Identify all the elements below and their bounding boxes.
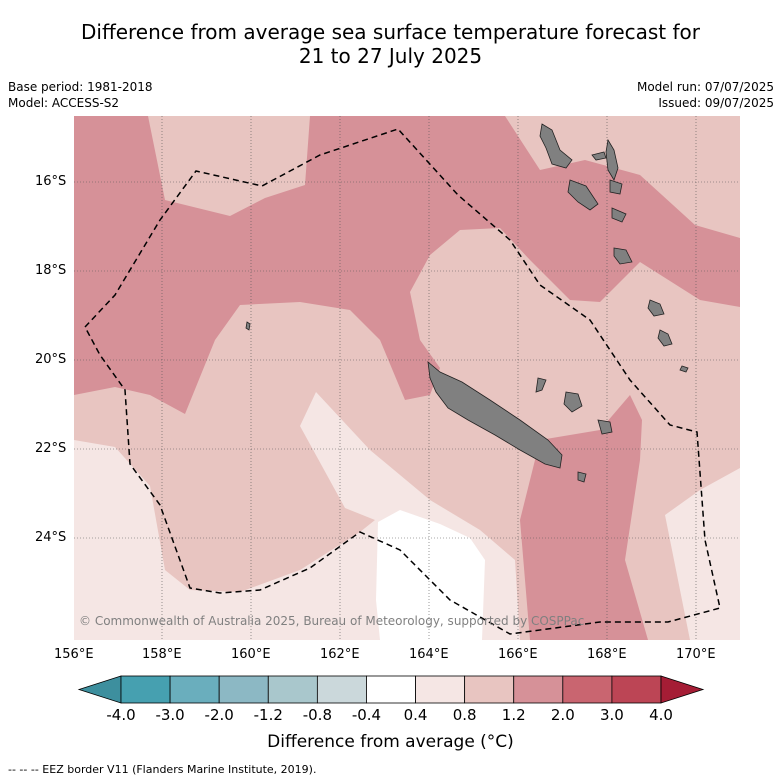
colorbar	[77, 675, 705, 704]
colorbar-tick-label: -1.2	[253, 706, 283, 724]
lat-label-22s: 22°S	[35, 441, 67, 456]
eez-footnote: -- -- -- EEZ border V11 (Flanders Marine…	[8, 763, 317, 776]
vanuatu-tanna	[657, 329, 673, 347]
lon-label-156e: 156°E	[54, 647, 94, 662]
issued-date: Issued: 09/07/2025	[658, 96, 774, 110]
vanuatu-efate	[613, 247, 633, 265]
colorbar-segment	[120, 675, 171, 704]
vanuatu-erromango	[647, 299, 665, 317]
colorbar-tick-label: 1.2	[501, 706, 526, 724]
lat-label-24s: 24°S	[35, 530, 67, 545]
colorbar-tick-label: 3.0	[599, 706, 624, 724]
vanuatu-epi	[611, 207, 627, 223]
base-period: Base period: 1981-2018	[8, 80, 153, 94]
colorbar-segment	[562, 675, 613, 704]
loyalty-island-mare	[597, 419, 613, 435]
colorbar-segment	[415, 675, 466, 704]
vanuatu-ambae	[605, 138, 619, 181]
lat-label-16s: 16°S	[35, 174, 67, 189]
colorbar-tick-label: -4.0	[106, 706, 136, 724]
island-walpole	[577, 471, 587, 483]
colorbar-segment	[267, 675, 318, 704]
colorbar-segment	[218, 675, 269, 704]
lon-label-170e: 170°E	[676, 647, 716, 662]
title-line-2: 21 to 27 July 2025	[298, 44, 483, 68]
colorbar-tick-label: 2.0	[550, 706, 575, 724]
colorbar-tick-label: -0.8	[302, 706, 332, 724]
chesterfield-islands	[245, 321, 251, 331]
copyright-notice: © Commonwealth of Australia 2025, Bureau…	[79, 614, 585, 628]
lat-label-18s: 18°S	[35, 263, 67, 278]
loyalty-island-ouvea	[535, 377, 547, 393]
title-line-1: Difference from average sea surface temp…	[80, 20, 700, 44]
lon-label-168e: 168°E	[587, 647, 627, 662]
colorbar-segment	[169, 675, 220, 704]
colorbar-tick-label: -0.4	[351, 706, 382, 724]
lon-label-166e: 166°E	[498, 647, 538, 662]
colorbar-tick-label: 4.0	[649, 706, 673, 724]
colorbar-segment	[513, 675, 564, 704]
vanuatu-ambrym	[609, 179, 623, 195]
colorbar-segment	[611, 675, 662, 704]
model-run: Model run: 07/07/2025	[636, 80, 774, 94]
loyalty-island-lifou	[563, 391, 583, 413]
colorbar-arrow-high	[660, 675, 705, 704]
colorbar-arrow-low	[77, 675, 122, 704]
colorbar-tick-label: 0.4	[403, 706, 428, 724]
colorbar-segment	[316, 675, 367, 704]
colorbar-segment	[464, 675, 515, 704]
colorbar-tick-label: 0.8	[452, 706, 477, 724]
colorbar-tick-label: -3.0	[155, 706, 185, 724]
lon-label-162e: 162°E	[320, 647, 360, 662]
new-caledonia-grande-terre	[427, 361, 563, 469]
lon-label-158e: 158°E	[142, 647, 182, 662]
lat-label-20s: 20°S	[35, 352, 67, 367]
eez-border	[84, 128, 721, 635]
colorbar-title: Difference from average (°C)	[267, 732, 514, 752]
vanuatu-espiritu-santo	[539, 123, 573, 169]
colorbar-tick-label: -2.0	[204, 706, 234, 724]
lon-label-160e: 160°E	[231, 647, 271, 662]
vanuatu-maewo	[591, 151, 607, 161]
anomaly-region-0.4-bottom-right	[665, 468, 740, 640]
anomaly-region-neutral	[376, 510, 485, 640]
vanuatu-malakula	[567, 179, 599, 211]
colorbar-segment	[366, 675, 416, 704]
vanuatu-aneityum	[679, 365, 689, 373]
model-name: Model: ACCESS-S2	[8, 96, 120, 110]
lon-label-164e: 164°E	[409, 647, 449, 662]
